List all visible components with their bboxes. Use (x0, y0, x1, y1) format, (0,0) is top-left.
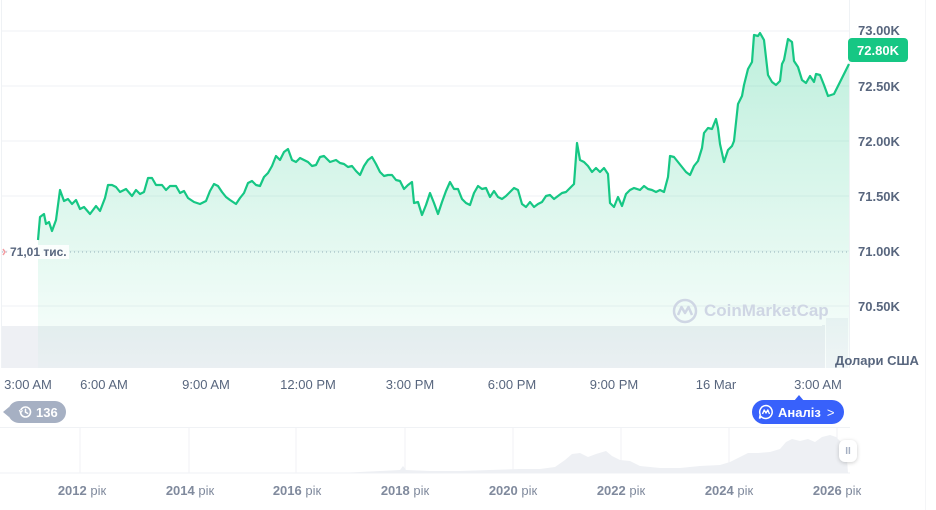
price-line (36, 31, 850, 241)
coinmarketcap-logo-icon (672, 298, 698, 324)
x-tick: 9:00 AM (182, 377, 230, 392)
y-tick: 73.00K (858, 23, 900, 38)
y-tick: 72.00K (858, 134, 900, 149)
x-tick: 12:00 PM (280, 377, 336, 392)
history-events-badge[interactable]: 136 (3, 401, 66, 423)
y-tick: 71.50K (858, 189, 900, 204)
x-tick: 6:00 PM (487, 377, 537, 392)
x-tick: 3:00 AM (794, 377, 842, 392)
x-tick: 9:00 PM (589, 377, 639, 392)
y-axis-divider (849, 0, 850, 368)
y-tick: 71.00K (858, 244, 900, 259)
cmc-ai-icon (758, 404, 773, 420)
history-icon (18, 406, 32, 418)
x-tick: 6:00 AM (80, 377, 128, 392)
history-count: 136 (36, 404, 58, 420)
navigator-chart[interactable] (0, 427, 850, 477)
navigator-tick: 2012 рік (57, 483, 107, 498)
navigator-tick: 2020 рік (488, 483, 538, 498)
navigator-tick: 2022 рік (596, 483, 646, 498)
navigator-tick: 2024 рік (704, 483, 754, 498)
x-tick: 16 Mar (695, 377, 737, 392)
navigator-tick: 2026 рік (812, 483, 862, 498)
current-price-badge: 72.80K (848, 38, 908, 62)
navigator-tick: 2014 рік (165, 483, 215, 498)
analysis-label: Аналіз (778, 404, 821, 420)
navigator-tick: 2016 рік (272, 483, 322, 498)
navigator-handle[interactable]: II (839, 440, 857, 462)
analysis-button[interactable]: Аналіз > (752, 395, 845, 424)
navigator-area (340, 435, 848, 473)
currency-label: Долари США (835, 353, 919, 368)
right-panel-border (925, 0, 926, 510)
y-tick: 70.50K (858, 299, 900, 314)
reference-start-marker (2, 248, 6, 256)
reference-price-label: 71,01 тис. (8, 245, 69, 259)
plot-left-border (1, 0, 2, 368)
watermark-text: CoinMarketCap (704, 301, 829, 320)
y-tick: 72.50K (858, 79, 900, 94)
x-tick: 3:00 AM (4, 377, 52, 392)
coinmarketcap-watermark: CoinMarketCap (672, 298, 829, 324)
navigator-tick: 2018 рік (380, 483, 430, 498)
price-chart[interactable] (0, 0, 850, 370)
chevron-right-icon: > (826, 404, 835, 420)
x-tick: 3:00 PM (385, 377, 435, 392)
